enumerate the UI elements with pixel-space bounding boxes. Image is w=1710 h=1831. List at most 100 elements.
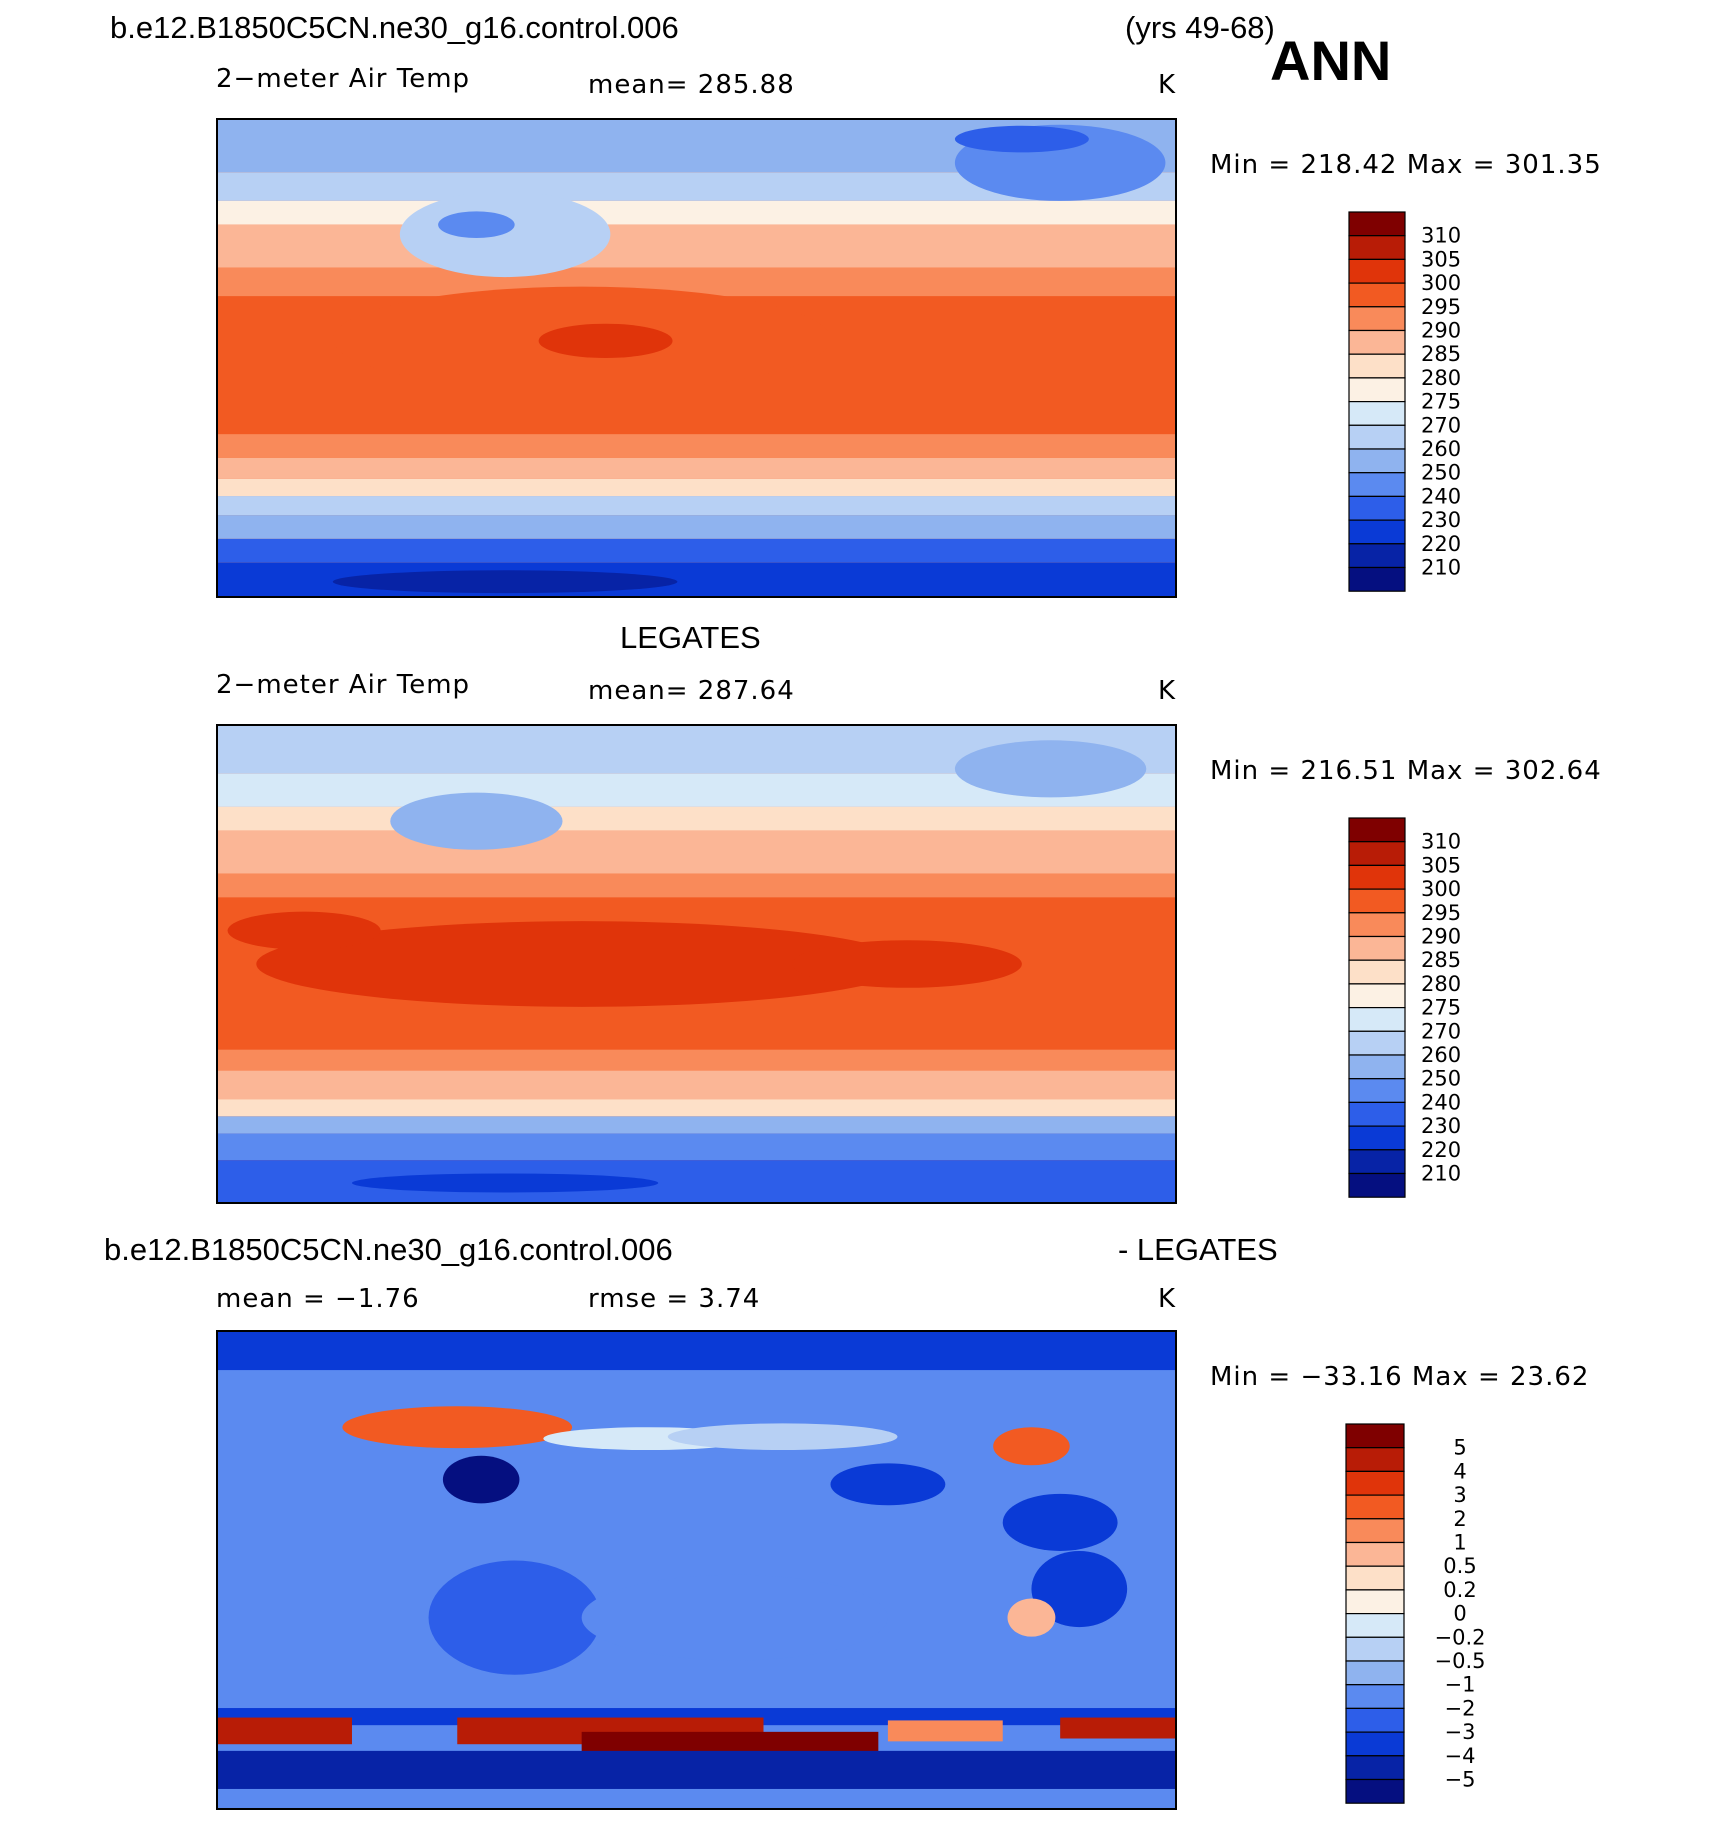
colorbar-swatch [1345,1731,1405,1757]
colorbar-tick-label: 270 [1421,413,1461,437]
colorbar-swatch [1345,1447,1405,1473]
colorbar-swatch [1345,1541,1405,1567]
colorbar-tick-label: 210 [1421,1162,1461,1186]
colorbar-swatch [1348,282,1406,308]
colorbar-tick-label: 285 [1421,948,1461,972]
colorbar-swatch [1345,1423,1405,1449]
panel1-mean: mean= 285.88 [588,70,795,100]
colorbar-tick-label: 210 [1421,556,1461,580]
colorbar-swatch [1345,1518,1405,1544]
colorbar-swatch [1348,566,1406,592]
colorbar-swatch [1348,258,1406,284]
colorbar-swatch [1348,306,1406,332]
colorbar-swatch [1345,1755,1405,1781]
colorbar-tick-label: 0.5 [1443,1554,1476,1578]
colorbar-tick-label: 290 [1421,319,1461,343]
colorbar-tick-label: −3 [1445,1720,1476,1744]
panel2-mean: mean= 287.64 [588,676,795,706]
colorbar-swatch [1345,1684,1405,1710]
colorbar-swatch [1348,472,1406,498]
colorbar-swatch [1348,864,1406,890]
colorbar-swatch [1345,1470,1405,1496]
colorbar-tick-label: 5 [1453,1436,1466,1460]
panel2-field [218,726,1175,1202]
colorbar-tick-label: 1 [1453,1531,1466,1555]
panel3-field [218,1332,1175,1808]
colorbar-swatch [1348,983,1406,1009]
case-title: b.e12.B1850C5CN.ne30_g16.control.006 [110,10,679,45]
colorbar-tick-label: −2 [1445,1696,1476,1720]
colorbar-swatch [1345,1660,1405,1686]
colorbar-tick-label: 295 [1421,901,1461,925]
colorbar-swatch [1348,495,1406,521]
season-label: ANN [1270,29,1392,92]
colorbar-swatch [1348,1125,1406,1151]
panel1-variable: 2−meter Air Temp [216,64,471,94]
colorbar-tick-label: 3 [1453,1483,1466,1507]
colorbar-tick-label: 310 [1421,830,1461,854]
colorbar-swatch [1348,1149,1406,1175]
colorbar-tick-label: −5 [1445,1768,1476,1792]
colorbar-tick-label: 290 [1421,925,1461,949]
colorbar-tick-label: 250 [1421,461,1461,485]
colorbar-tick-label: 230 [1421,508,1461,532]
colorbar-tick-label: 4 [1453,1459,1466,1483]
colorbar-swatch [1348,353,1406,379]
colorbar-swatch [1348,235,1406,261]
colorbar-swatch [1345,1589,1405,1615]
colorbar-swatch [1348,841,1406,867]
colorbar-swatch [1345,1494,1405,1520]
colorbar-swatch [1348,329,1406,355]
colorbar-tick-label: 0 [1453,1602,1466,1626]
colorbar-swatch [1348,959,1406,985]
colorbar-swatch [1348,543,1406,569]
colorbar-tick-label: 305 [1421,853,1461,877]
panel3-map [216,1330,1177,1810]
colorbar-swatch [1348,1007,1406,1032]
panel2-units: K [1158,676,1177,706]
panel1-field [218,120,1175,596]
colorbar-tick-label: 285 [1421,342,1461,366]
colorbar-tick-label: 310 [1421,224,1461,248]
panel3-title-right: - LEGATES [1118,1232,1278,1267]
colorbar-tick-label: 220 [1421,1138,1461,1162]
colorbar-tick-label: −1 [1445,1673,1476,1697]
colorbar-swatch [1348,888,1406,914]
panel2-map [216,724,1177,1204]
colorbar-swatch [1345,1707,1405,1733]
colorbar-swatch [1348,424,1406,450]
colorbar-swatch [1348,817,1406,843]
colorbar-tick-label: −4 [1445,1744,1476,1768]
colorbar-swatch [1345,1613,1405,1638]
colorbar-swatch [1348,401,1406,426]
colorbar-tick-label: 2 [1453,1507,1466,1531]
colorbar-tick-label: 280 [1421,972,1461,996]
panel2-title: LEGATES [620,620,761,655]
panel1-map [216,118,1177,598]
colorbar-swatch [1348,519,1406,545]
colorbar-tick-label: 275 [1421,996,1461,1020]
colorbar-tick-label: 260 [1421,437,1461,461]
colorbar-tick-label: 305 [1421,247,1461,271]
panel3-title-left: b.e12.B1850C5CN.ne30_g16.control.006 [104,1232,673,1267]
colorbar-tick-label: 300 [1421,271,1461,295]
colorbar-swatch [1348,1172,1406,1198]
colorbar-swatch [1345,1778,1405,1804]
colorbar-tick-label: 240 [1421,1090,1461,1114]
colorbar-tick-label: −0.5 [1435,1649,1486,1673]
panel3-colorbar: 5 4 3 2 1 0.5 0.2 0 −0.2 −0.5 −1 −2 −3 −4 −5 [1345,1423,1516,1804]
panel3-mean: mean = −1.76 [216,1284,420,1314]
colorbar-tick-label: 270 [1421,1019,1461,1043]
panel1-colorbar: 310 305 300 295 290 285 280 275 270 260 250 240 230 2… [1348,211,1509,592]
panel1-minmax: Min = 218.42 Max = 301.35 [1210,150,1602,180]
colorbar-swatch [1348,1078,1406,1104]
colorbar-tick-label: 250 [1421,1067,1461,1091]
colorbar-tick-label: −0.2 [1435,1625,1486,1649]
colorbar-tick-label: 300 [1421,877,1461,901]
colorbar-tick-label: 275 [1421,390,1461,414]
colorbar-swatch [1348,211,1406,237]
colorbar-tick-label: 0.2 [1443,1578,1476,1602]
panel2-minmax: Min = 216.51 Max = 302.64 [1210,756,1602,786]
panel1-units: K [1158,70,1177,100]
colorbar-tick-label: 240 [1421,484,1461,508]
